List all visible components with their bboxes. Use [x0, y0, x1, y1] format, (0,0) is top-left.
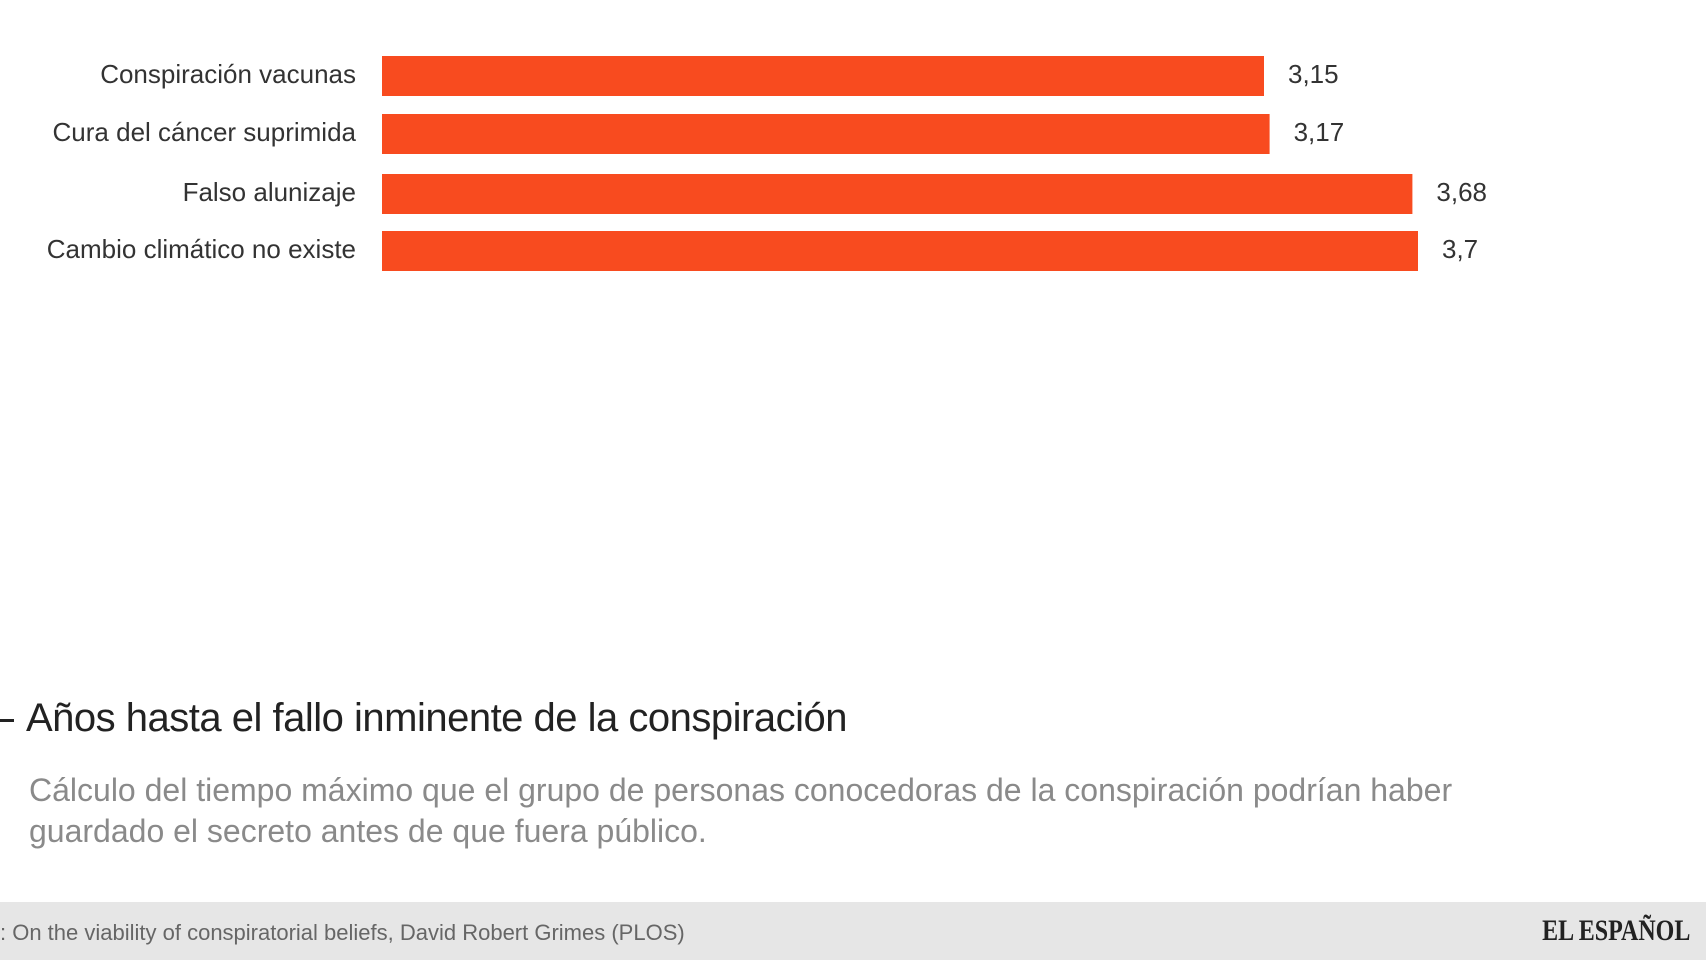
value-label: 3,15 [1288, 59, 1339, 89]
category-label: Conspiración vacunas [100, 59, 356, 89]
footer: : On the viability of conspiratorial bel… [0, 902, 1706, 960]
bar [382, 174, 1413, 214]
value-label: 3,7 [1442, 234, 1478, 264]
chart-title: Años hasta el fallo inminente de la cons… [26, 696, 847, 740]
title-dash [0, 719, 14, 722]
category-label: Cambio climático no existe [47, 234, 356, 264]
source: : On the viability of conspiratorial bel… [0, 920, 685, 945]
bar [382, 56, 1264, 96]
chart: Conspiración vacunas 3,15 Cura del cáncer … [47, 56, 1487, 271]
value-label: 3,17 [1294, 117, 1345, 147]
value-label: 3,68 [1436, 177, 1487, 207]
bar [382, 114, 1270, 154]
bar [382, 231, 1418, 271]
logo: EL ESPAÑOL [1541, 914, 1690, 947]
category-label: Falso alunizaje [183, 177, 356, 207]
chart-subtitle: Cálculo del tiempo máximo que el grupo d… [29, 772, 1453, 849]
category-label: Cura del cáncer suprimida [53, 117, 357, 147]
